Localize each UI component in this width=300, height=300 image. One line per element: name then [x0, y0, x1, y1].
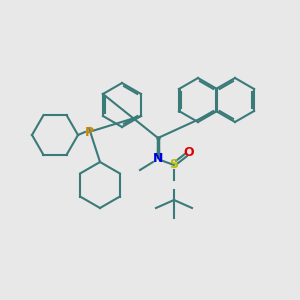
Text: P: P — [84, 125, 94, 139]
Text: O: O — [184, 146, 194, 158]
Text: S: S — [169, 158, 178, 172]
Text: N: N — [153, 152, 163, 164]
